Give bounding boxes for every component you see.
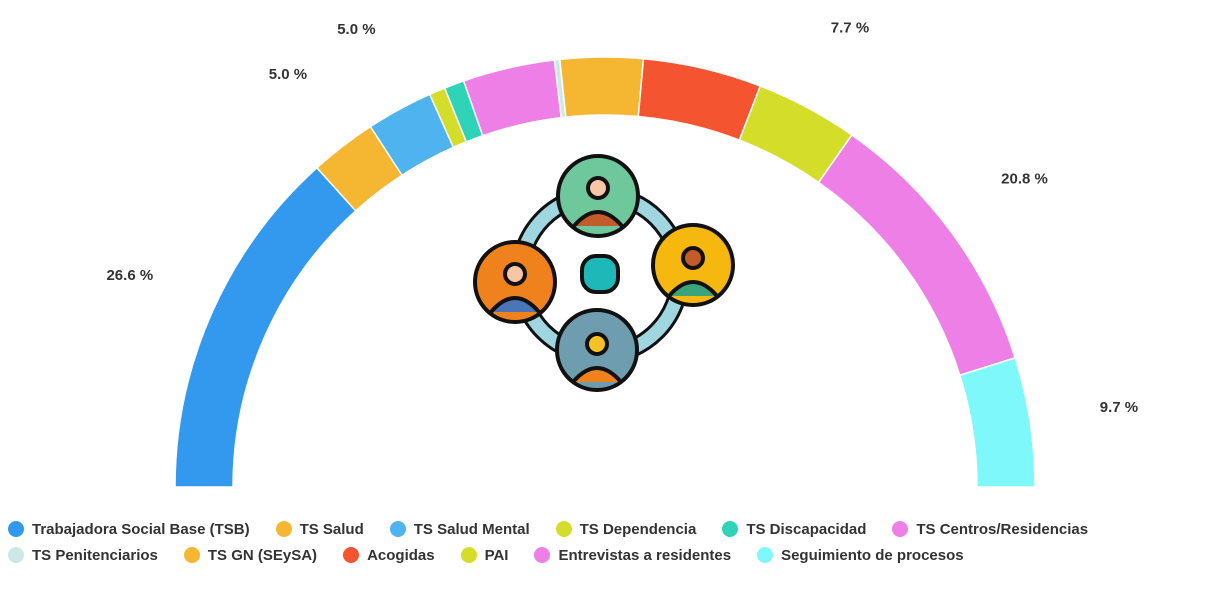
legend-swatch (343, 547, 360, 563)
legend-swatch (8, 547, 24, 563)
center-icon (473, 154, 735, 392)
legend-item[interactable]: PAI (460, 544, 509, 566)
legend-swatch (555, 521, 572, 537)
legend-item[interactable]: TS Centros/Residencias (892, 518, 1088, 540)
legend-label: TS Dependencia (579, 520, 697, 538)
value-label: 1.2 % (383, 0, 421, 3)
legend-label: Entrevistas a residentes (558, 546, 732, 564)
value-label: 9.7 % (1100, 399, 1138, 416)
value-label: 26.6 % (106, 267, 153, 284)
arc-segment (637, 57, 762, 142)
arc-segment (174, 166, 357, 488)
legend-label: TS Salud (299, 520, 364, 538)
arc-segment (462, 59, 563, 137)
legend-item[interactable]: Entrevistas a residentes (534, 544, 731, 566)
legend-item[interactable]: TS Salud Mental (389, 518, 530, 540)
value-label: 5.0 % (269, 66, 307, 83)
legend-swatch (183, 547, 200, 563)
legend-swatch (534, 547, 551, 563)
legend-item[interactable]: Acogidas (343, 544, 435, 566)
chart: 26.6 %5.0 %5.0 %1.2 %1.5 %6.9 %0.4 %6.2 … (106, 0, 1138, 488)
legend-label: TS Salud Mental (413, 520, 530, 538)
legend-label: TS GN (SEySA) (207, 546, 318, 564)
legend-swatch (8, 521, 24, 537)
legend: Trabajadora Social Base (TSB) TS Salud TS … (8, 518, 1208, 566)
legend-label: Seguimiento de procesos (781, 546, 964, 564)
value-label: 7.7 % (831, 19, 869, 36)
legend-label: Acogidas (367, 546, 435, 564)
legend-swatch (722, 521, 739, 537)
value-label: 5.0 % (337, 21, 375, 38)
legend-label: TS Penitenciarios (32, 546, 158, 564)
legend-label: Trabajadora Social Base (TSB) (32, 520, 250, 538)
arc-segment (558, 56, 645, 118)
legend-label: PAI (484, 546, 509, 564)
legend-item[interactable]: Trabajadora Social Base (TSB) (8, 518, 250, 540)
legend-item[interactable]: TS Salud (275, 518, 364, 540)
legend-swatch (460, 547, 477, 563)
legend-item[interactable]: TS Dependencia (555, 518, 697, 540)
legend-swatch (389, 521, 406, 537)
legend-item[interactable]: TS GN (SEySA) (183, 544, 318, 566)
value-label: 20.8 % (1001, 171, 1048, 188)
legend-label: TS Discapacidad (746, 520, 867, 538)
legend-item[interactable]: TS Penitenciarios (8, 544, 158, 566)
legend-item[interactable]: Seguimiento de procesos (757, 544, 964, 566)
legend-swatch (757, 547, 774, 563)
legend-item[interactable]: TS Discapacidad (722, 518, 866, 540)
arc-segment (958, 356, 1036, 488)
arc-segment (817, 133, 1017, 377)
legend-label: TS Centros/Residencias (916, 520, 1089, 538)
legend-swatch (892, 521, 909, 537)
legend-swatch (275, 521, 292, 537)
